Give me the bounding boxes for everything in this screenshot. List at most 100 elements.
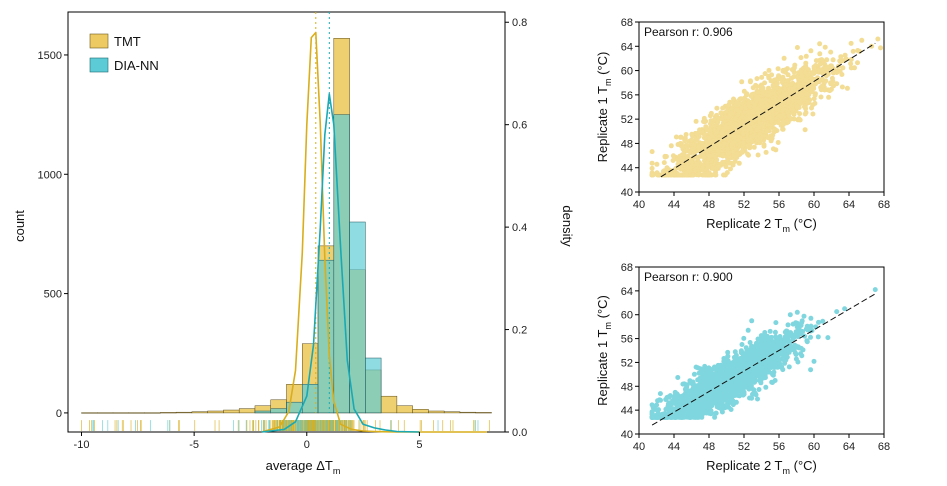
- scatter-point: [748, 137, 754, 143]
- scatter-point: [816, 319, 821, 325]
- scatter-point: [680, 395, 686, 401]
- x-tick-label: 40: [633, 199, 645, 211]
- scatter-point: [736, 386, 742, 392]
- scatter-dia-points: [649, 287, 878, 420]
- scatter-point: [744, 91, 750, 97]
- scatter-point: [802, 127, 808, 133]
- scatter-point: [649, 410, 655, 416]
- scatter-point: [657, 397, 662, 403]
- scatter-point: [802, 70, 808, 76]
- scatter-point: [754, 94, 760, 100]
- bar-tmt: [112, 412, 130, 414]
- scatter-point: [784, 354, 790, 360]
- scatter-point: [707, 127, 713, 133]
- scatter-point: [670, 153, 676, 159]
- scatter-point: [730, 122, 736, 128]
- scatter-point: [808, 75, 814, 81]
- scatter-point: [770, 146, 776, 152]
- histogram-bars-dia: [254, 114, 382, 414]
- scatter-point: [684, 391, 690, 397]
- scatter-point: [769, 135, 775, 141]
- scatter-point: [800, 347, 806, 353]
- scatter-point: [736, 134, 742, 140]
- scatter-point: [745, 361, 750, 367]
- scatter-point: [680, 403, 686, 408]
- scatter-point: [655, 172, 661, 178]
- scatter-point: [780, 119, 786, 125]
- scatter-point: [799, 318, 805, 324]
- scatter-point: [690, 385, 696, 391]
- scatter-point: [815, 334, 821, 340]
- scatter-point: [855, 48, 861, 54]
- scatter-tmt-y-axis-label: Replicate 1 Tm (°C): [595, 52, 613, 163]
- y-tick-label: 56: [621, 334, 633, 346]
- scatter-tmt-x-label-sub: m: [783, 224, 791, 234]
- scatter-point: [725, 150, 731, 156]
- scatter-point: [721, 392, 727, 398]
- scatter-point: [693, 137, 699, 143]
- x-tick-label: 48: [703, 441, 715, 453]
- x-tick-label: 44: [668, 441, 680, 453]
- scatter-point: [766, 110, 772, 116]
- scatter-point: [750, 85, 756, 91]
- y-tick-label: 60: [621, 310, 633, 322]
- histogram-plot-frame: [67, 11, 506, 433]
- scatter-point: [752, 102, 758, 108]
- scatter-point: [793, 356, 799, 362]
- scatter-point: [702, 399, 707, 405]
- scatter-point: [709, 399, 715, 405]
- scatter-point: [725, 146, 731, 152]
- scatter-point: [793, 320, 799, 326]
- scatter-point: [804, 339, 810, 345]
- scatter-point: [673, 393, 679, 399]
- scatter-point: [759, 104, 765, 110]
- scatter-point: [763, 149, 769, 155]
- scatter-point: [842, 306, 848, 312]
- scatter-point: [668, 143, 674, 149]
- y2-tick-label: 0.2: [512, 325, 527, 337]
- scatter-point: [779, 93, 785, 99]
- scatter-point: [749, 395, 755, 401]
- bar-tmt: [160, 412, 177, 414]
- scatter-point: [705, 152, 711, 158]
- scatter-point: [708, 110, 714, 116]
- scatter-point: [782, 358, 788, 364]
- scatter-point: [785, 322, 791, 328]
- scatter-point: [717, 143, 723, 149]
- scatter-point: [790, 108, 796, 113]
- scatter-point: [762, 80, 768, 86]
- scatter-point: [828, 63, 834, 69]
- scatter-point: [726, 102, 732, 108]
- scatter-point: [803, 60, 809, 66]
- scatter-point: [771, 129, 777, 135]
- scatter-point: [697, 127, 703, 133]
- scatter-point: [784, 328, 790, 334]
- scatter-tmt-x-ticks: 40 44 48 52 56 60 64 68: [633, 192, 890, 211]
- scatter-point: [781, 55, 787, 61]
- scatter-point: [692, 390, 698, 396]
- scatter-point: [766, 85, 771, 91]
- scatter-point: [670, 158, 676, 163]
- histogram-x-label-main: average ΔT: [266, 458, 333, 473]
- scatter-point: [728, 373, 733, 379]
- bar-tmt: [191, 411, 208, 414]
- scatter-point: [767, 328, 773, 334]
- scatter-point: [716, 125, 722, 131]
- scatter-dia-x-ticks: 40 44 48 52 56 60 64 68: [633, 434, 890, 453]
- scatter-point: [872, 287, 878, 293]
- scatter-point: [720, 388, 726, 394]
- y-tick-label: 64: [621, 286, 633, 298]
- scatter-point: [713, 392, 719, 398]
- scatter-point: [669, 172, 675, 178]
- scatter-point: [743, 105, 749, 111]
- scatter-point: [756, 378, 762, 383]
- bar-tmt: [459, 411, 476, 414]
- scatter-point: [733, 356, 739, 362]
- x-tick-label: 68: [878, 199, 890, 211]
- scatter-point: [848, 65, 854, 71]
- scatter-point: [713, 379, 719, 385]
- scatter-point: [657, 391, 663, 397]
- x-tick-label: 40: [633, 441, 645, 453]
- scatter-point: [725, 349, 731, 355]
